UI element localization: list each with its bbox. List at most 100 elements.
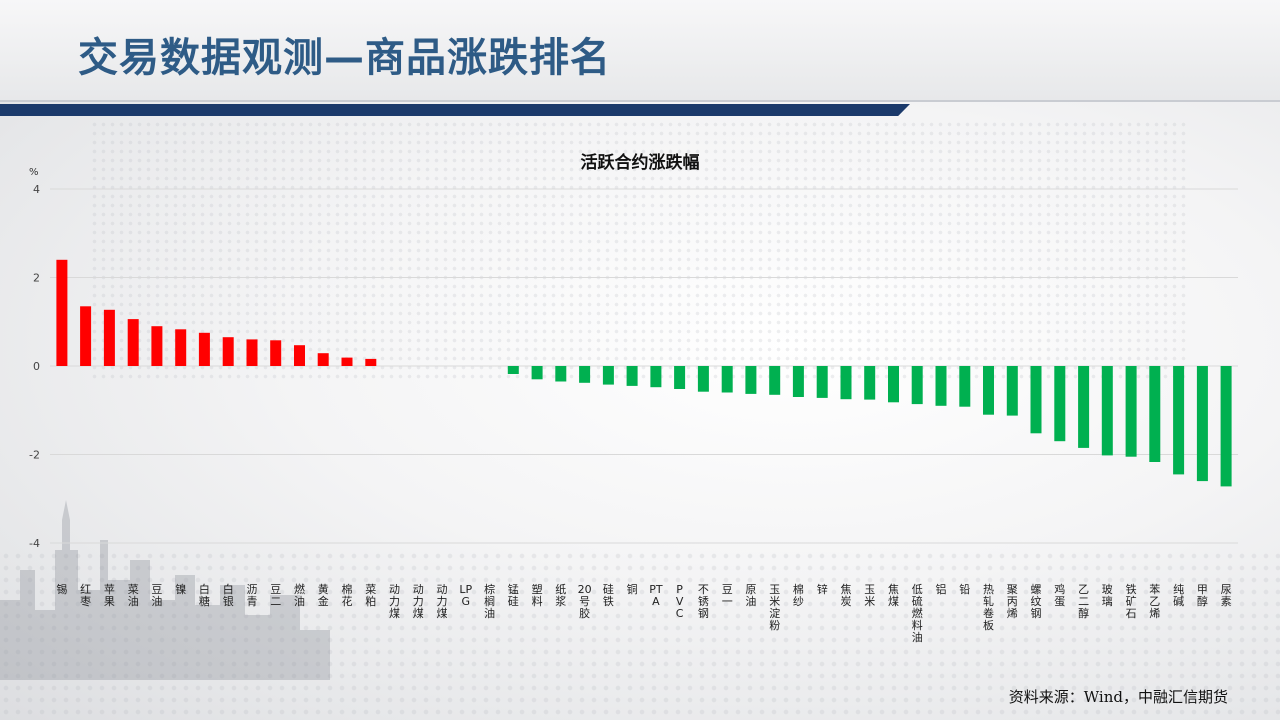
bar-1: [56, 259, 68, 366]
source-note: 资料来源：Wind，中融汇信期货: [1008, 688, 1228, 706]
bar-12: [317, 353, 329, 366]
bar-39: [959, 366, 971, 407]
bar-28: [697, 366, 709, 392]
x-tick-label: 豆一: [721, 583, 733, 608]
bar-50: [1220, 366, 1232, 487]
bar-47: [1149, 366, 1161, 462]
bar-22: [555, 366, 567, 382]
bar-29: [721, 366, 733, 393]
x-tick-label: 白银: [222, 583, 234, 608]
x-tick-label: 苹果: [103, 583, 115, 608]
x-tick-label: 铝: [935, 583, 947, 596]
x-tick-label: 焦煤: [888, 583, 899, 608]
x-tick-label: 20号胶: [577, 583, 592, 620]
x-tick-label: 玉米: [864, 583, 876, 608]
x-tick-label: 不锈钢: [697, 583, 709, 620]
bar-6: [175, 329, 187, 366]
x-tick-label: 动力煤: [389, 583, 400, 620]
y-tick-label: -2: [29, 449, 40, 462]
bar-24: [602, 366, 614, 385]
x-tick-label: 聚丙烯: [1006, 583, 1018, 620]
bar-2: [80, 306, 92, 366]
x-tick-label: 动力煤: [436, 583, 448, 620]
x-tick-label: 白糖: [198, 583, 210, 608]
x-tick-label: 玉米淀粉: [769, 583, 781, 632]
bar-20: [507, 366, 519, 374]
x-tick-label: 黄金: [317, 583, 329, 608]
bar-34: [840, 366, 852, 400]
bar-48: [1173, 366, 1185, 475]
x-tick-label: 燃油: [294, 583, 305, 608]
title-underline-bar: [0, 104, 910, 116]
y-tick-label: 0: [33, 360, 40, 373]
bars: [56, 259, 1232, 487]
bar-3: [103, 309, 115, 366]
x-tick-label: 红枣: [80, 583, 92, 608]
x-tick-label: 尿素: [1220, 583, 1232, 608]
x-tick-label: 纯碱: [1173, 583, 1185, 608]
x-tick-label: 苯乙烯: [1149, 583, 1161, 620]
x-tick-label: 铁矿石: [1125, 583, 1137, 620]
chart-title: 活跃合约涨跌幅: [580, 153, 700, 173]
x-tick-label: 热轧卷板: [983, 583, 994, 632]
x-tick-label: 棉花: [341, 583, 353, 608]
title-band: [0, 0, 1280, 100]
x-tick-label: 菜粕: [365, 583, 377, 608]
y-axis-ticks: 4 2 0 -2 -4: [29, 183, 40, 550]
x-tick-label: 乙二醇: [1078, 583, 1090, 620]
y-axis-unit: %: [29, 167, 39, 178]
x-tick-label: 棉纱: [792, 583, 804, 608]
bar-14: [365, 358, 377, 366]
bar-25: [626, 366, 638, 386]
bar-11: [294, 345, 305, 366]
x-tick-label: 棕榈油: [484, 583, 496, 620]
x-tick-label: 纸浆: [555, 583, 567, 608]
x-tick-label: 菜油: [127, 583, 139, 608]
bar-37: [911, 366, 923, 405]
y-tick-label: -4: [29, 537, 40, 550]
bar-38: [935, 366, 947, 406]
x-tick-label: 锡: [56, 583, 68, 596]
y-tick-label: 2: [33, 272, 40, 285]
bar-33: [816, 366, 828, 398]
x-tick-label: 锰硅: [507, 583, 519, 608]
bar-35: [864, 366, 876, 400]
slide-title: 交易数据观测—商品涨跌排名: [78, 35, 611, 81]
x-tick-label: 铜: [626, 583, 638, 596]
x-tick-label: 铅: [959, 583, 971, 596]
bar-42: [1030, 366, 1042, 434]
x-tick-label: 低硫燃料油: [911, 583, 923, 644]
bar-5: [151, 326, 163, 366]
bar-40: [983, 366, 994, 415]
city-skyline-decoration: [0, 500, 330, 680]
bar-13: [341, 357, 353, 366]
bar-36: [888, 366, 899, 403]
bar-41: [1006, 366, 1018, 416]
bar-30: [745, 366, 757, 394]
x-tick-label: LPG: [459, 583, 473, 608]
x-tick-label: 焦炭: [840, 583, 852, 608]
world-map-background: [90, 120, 1190, 380]
bar-31: [769, 366, 781, 395]
x-tick-label: 鸡蛋: [1054, 583, 1066, 608]
x-tick-label: PVC: [675, 583, 684, 620]
bar-27: [674, 366, 686, 389]
bar-23: [579, 366, 591, 383]
x-tick-label: 沥青: [246, 583, 258, 608]
bar-26: [650, 366, 662, 388]
x-tick-label: 原油: [745, 583, 757, 608]
bar-10: [270, 340, 282, 366]
bar-46: [1125, 366, 1137, 457]
bar-8: [222, 337, 234, 366]
x-tick-label: 动力煤: [412, 583, 424, 620]
bar-44: [1078, 366, 1090, 448]
title-divider: [0, 100, 1280, 102]
bar-7: [198, 332, 210, 366]
x-tick-label: 镍: [175, 583, 187, 596]
x-tick-label: 塑料: [531, 583, 543, 608]
x-tick-label: 螺纹钢: [1030, 583, 1042, 620]
bar-32: [792, 366, 804, 397]
bar-21: [531, 366, 543, 380]
bar-49: [1196, 366, 1208, 482]
